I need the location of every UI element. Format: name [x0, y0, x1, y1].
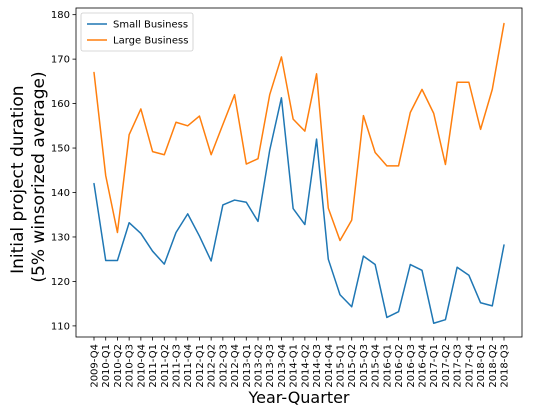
x-tick-label: 2014-Q1: [289, 344, 300, 388]
x-tick-label: 2012-Q3: [218, 344, 229, 388]
y-axis-label: Initial project duration (5% winsorized …: [8, 71, 49, 282]
x-tick-label: 2011-Q1: [148, 344, 159, 388]
x-tick-label: 2009-Q4: [90, 344, 101, 388]
x-tick-label: 2014-Q4: [324, 344, 335, 388]
x-tick-label: 2018-Q2: [488, 344, 499, 388]
x-tick-label: 2016-Q2: [394, 344, 405, 388]
x-tick-label: 2015-Q4: [371, 344, 382, 388]
x-tick-label: 2014-Q2: [300, 344, 311, 388]
y-tick-label: 150: [51, 144, 70, 155]
y-tick-label: 170: [51, 55, 70, 66]
legend: Small Business Large Business: [80, 12, 194, 52]
x-tick-label: 2017-Q1: [429, 344, 440, 388]
x-tick-label: 2010-Q3: [125, 344, 136, 388]
x-tick-label: 2010-Q2: [113, 344, 124, 388]
x-tick-label: 2012-Q4: [230, 344, 241, 388]
x-tick-label: 2010-Q1: [101, 344, 112, 388]
x-tick-label: 2016-Q1: [382, 344, 393, 388]
x-tick-label: 2014-Q3: [312, 344, 323, 388]
x-tick-label: 2018-Q3: [500, 344, 511, 388]
x-tick-label: 2016-Q4: [418, 344, 429, 388]
x-tick-label: 2016-Q3: [406, 344, 417, 388]
plot-frame: [75, 7, 523, 338]
x-tick-label: 2013-Q2: [254, 344, 265, 388]
x-tick-label: 2013-Q4: [277, 344, 288, 388]
y-tick-label: 130: [51, 232, 70, 243]
x-tick-label: 2017-Q4: [464, 344, 475, 388]
series-line-large-business: [93, 22, 505, 242]
legend-label: Small Business: [113, 20, 188, 31]
x-tick-label: 2011-Q2: [160, 344, 171, 388]
x-tick-label: 2015-Q1: [336, 344, 347, 388]
x-tick-label: 2017-Q3: [453, 344, 464, 388]
legend-label: Large Business: [113, 36, 188, 47]
x-tick-label: 2012-Q2: [207, 344, 218, 388]
series-line-small-business: [93, 97, 505, 324]
y-tick-label: 180: [51, 10, 70, 21]
x-axis-label: Year-Quarter: [247, 388, 349, 407]
x-tick-label: 2015-Q3: [359, 344, 370, 388]
x-tick-label: 2012-Q1: [195, 344, 206, 388]
y-tick-label: 160: [51, 99, 70, 110]
y-axis-label-line-1: Initial project duration: [8, 86, 28, 274]
x-tick-label: 2010-Q4: [136, 344, 147, 388]
x-tick-label: 2011-Q3: [172, 344, 183, 388]
x-tick-label: 2015-Q2: [347, 344, 358, 388]
x-tick-label: 2018-Q1: [476, 344, 487, 388]
x-tick-label: 2013-Q3: [265, 344, 276, 388]
x-tick-label: 2017-Q2: [441, 344, 452, 388]
x-tick-label: 2011-Q4: [183, 344, 194, 388]
y-tick-label: 120: [51, 277, 70, 288]
y-axis-label-line-2: (5% winsorized average): [29, 71, 49, 282]
x-tick-label: 2013-Q1: [242, 344, 253, 388]
plot-area: [93, 22, 505, 324]
legend-box: [80, 12, 194, 52]
y-tick-label: 140: [51, 188, 70, 199]
y-tick-label: 110: [51, 321, 70, 332]
